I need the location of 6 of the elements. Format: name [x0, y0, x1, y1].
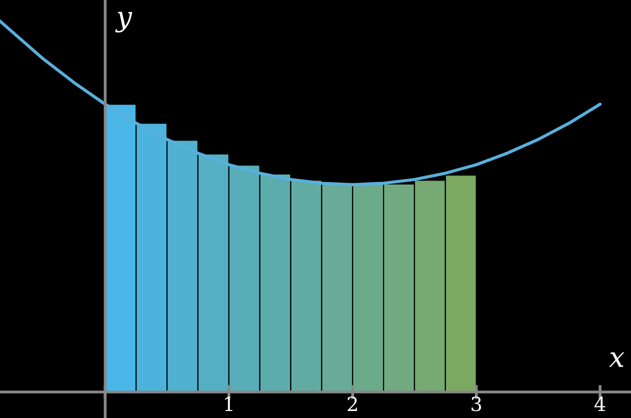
x-tick-label: 2 [348, 396, 357, 411]
y-axis-title: y [115, 12, 132, 32]
x-axis-title: x [609, 352, 624, 367]
x-tick-label: 3 [472, 396, 482, 412]
x-tick-label: 4 [594, 396, 606, 411]
x-tick-label: 1 [225, 396, 232, 411]
